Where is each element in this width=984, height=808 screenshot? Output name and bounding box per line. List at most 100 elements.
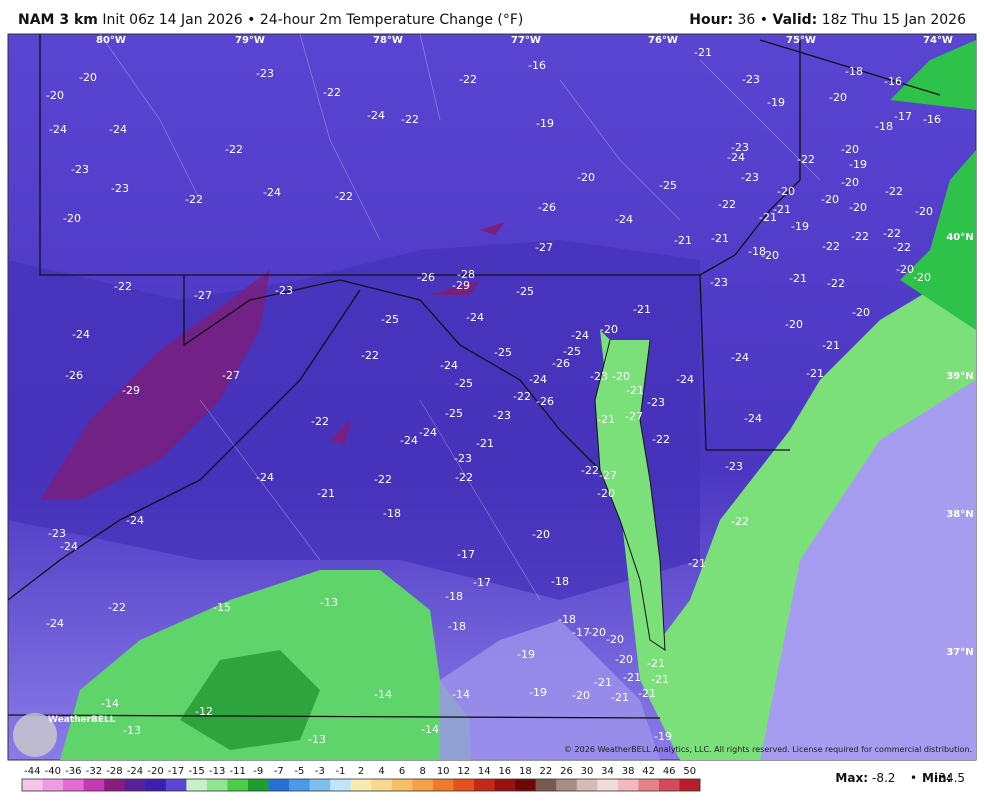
county-lines	[99, 33, 821, 601]
temperature-change-label: -22	[652, 433, 670, 446]
colorbar-tick-label: 18	[519, 766, 532, 777]
temperature-change-label: -29	[452, 279, 470, 292]
longitude-label: 78°W	[373, 35, 403, 46]
cold-core	[330, 222, 505, 445]
temperature-change-label: -22	[893, 241, 911, 254]
temperature-change-label: -22	[851, 230, 869, 243]
temperature-change-label: -24	[676, 373, 694, 386]
temperature-change-label: -20	[615, 653, 633, 666]
temperature-change-label: -22	[455, 471, 473, 484]
temperature-change-label: -27	[599, 469, 617, 482]
temperature-change-label: -19	[536, 117, 554, 130]
temperature-change-label: -21	[647, 657, 665, 670]
temperature-change-label: -24	[126, 514, 144, 527]
temperature-change-label: -24	[46, 617, 64, 630]
temperature-change-label: -21	[711, 232, 729, 245]
temperature-change-label: -14	[374, 688, 392, 701]
colorbar-tick-label: -15	[188, 766, 204, 777]
temperature-change-label: -23	[493, 409, 511, 422]
temperature-change-label: -20	[588, 626, 606, 639]
colorbar-tick-label: -13	[209, 766, 225, 777]
temperature-change-label: -20	[829, 91, 847, 104]
longitude-label: 79°W	[235, 35, 265, 46]
temperature-change-label: -21	[317, 487, 335, 500]
temperature-change-label: -22	[718, 198, 736, 211]
temperature-change-label: -24	[731, 351, 749, 364]
colorbar-tick-label: 26	[560, 766, 573, 777]
temperature-change-label: -21	[674, 234, 692, 247]
temperature-change-label: -20	[849, 201, 867, 214]
temperature-change-label: -19	[767, 96, 785, 109]
temperature-change-label: -21	[822, 339, 840, 352]
temperature-change-label: -19	[791, 220, 809, 233]
state-border	[7, 714, 661, 719]
colorbar-segment	[412, 779, 434, 791]
temperature-change-label: -18	[845, 65, 863, 78]
colorbar-segment	[535, 779, 557, 791]
temperature-change-label: -28	[457, 268, 475, 281]
temperature-change-label: -20	[761, 249, 779, 262]
temperature-change-label: -20	[841, 143, 859, 156]
colorbar-segment	[617, 779, 639, 791]
temperature-change-label: -24	[109, 123, 127, 136]
latitude-label: 40°N	[946, 232, 973, 243]
state-border	[183, 275, 601, 471]
light-area	[440, 620, 660, 760]
temperature-change-label: -20	[597, 487, 615, 500]
temperature-change-label: -18	[445, 590, 463, 603]
temperature-change-label: -21	[623, 671, 641, 684]
temperature-change-label: -21	[638, 687, 656, 700]
temperature-change-label: -27	[625, 410, 643, 423]
temperature-change-label: -21	[633, 303, 651, 316]
temperature-change-label: -24	[400, 434, 418, 447]
colorbar-segment	[22, 779, 43, 791]
valid: 18z Thu 15 Jan 2026	[821, 12, 966, 28]
colorbar-segment	[556, 779, 578, 791]
temperature-change-label: -21	[626, 384, 644, 397]
temperature-change-label: -14	[452, 688, 470, 701]
temperature-change-label: -20	[785, 318, 803, 331]
colorbar-tick-label: 10	[437, 766, 450, 777]
temperature-change-label: -19	[529, 686, 547, 699]
colorbar-tick-label: 50	[683, 766, 696, 777]
colorbar-segment	[453, 779, 475, 791]
temperature-change-label: -20	[600, 323, 618, 336]
colorbar-tick-label: -28	[106, 766, 122, 777]
temperature-change-label: -24	[615, 213, 633, 226]
colorbar-segment	[494, 779, 516, 791]
temperature-change-label: -16	[884, 75, 902, 88]
colorbar-tick-label: -36	[65, 766, 81, 777]
temperature-change-label: -21	[688, 557, 706, 570]
colorbar-segment	[268, 779, 290, 791]
temperature-change-label: -18	[448, 620, 466, 633]
temperature-change-label: -25	[445, 407, 463, 420]
colorbar-segment	[679, 779, 701, 791]
colorbar-segment	[165, 779, 187, 791]
temperature-change-label: -20	[896, 263, 914, 276]
temperature-change-label: -16	[923, 113, 941, 126]
temperature-change-label: -18	[748, 245, 766, 258]
temperature-change-label: -19	[849, 158, 867, 171]
colorbar-tick-label: -20	[147, 766, 163, 777]
temperature-change-label: -23	[741, 171, 759, 184]
colorbar-tick-label: -3	[315, 766, 325, 777]
warm-core	[180, 650, 320, 750]
temperature-change-label: -24	[72, 328, 90, 341]
temperature-change-label: -24	[49, 123, 67, 136]
colorbar-tick-label: 14	[478, 766, 491, 777]
temperature-change-label: -20	[46, 89, 64, 102]
colorbar-segment	[350, 779, 372, 791]
temperature-change-label: -20	[572, 689, 590, 702]
temperature-change-label: -21	[594, 676, 612, 689]
colorbar-tick-label: -11	[230, 766, 246, 777]
temperature-change-label: -19	[654, 730, 672, 743]
temperature-change-label: -17	[894, 110, 912, 123]
colorbar-segment	[330, 779, 352, 791]
temperature-change-label: -23	[647, 396, 665, 409]
temperature-change-label: -26	[536, 395, 554, 408]
temperature-change-label: -23	[710, 276, 728, 289]
colorbar-tick-label: -32	[86, 766, 102, 777]
temperature-change-label: -23	[71, 163, 89, 176]
colorbar-segment	[515, 779, 536, 791]
